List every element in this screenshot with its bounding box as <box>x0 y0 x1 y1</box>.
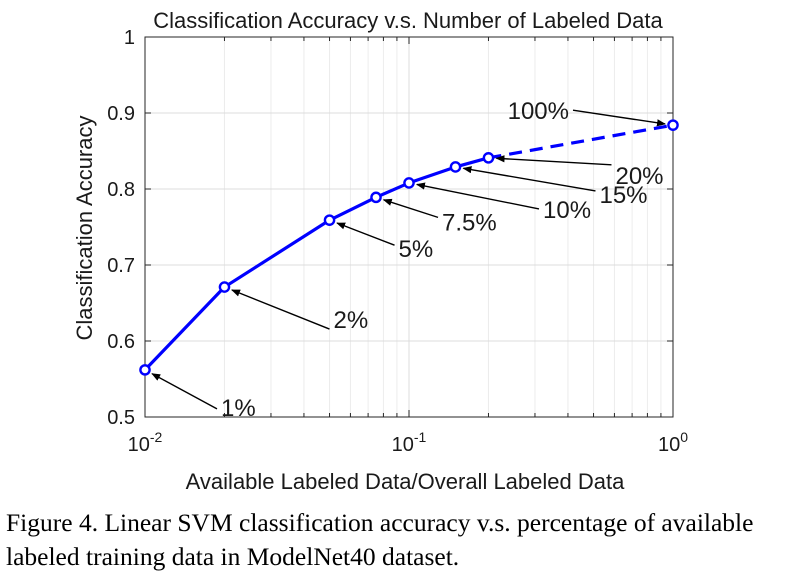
annotations: 1% 2% 5% 7.5% 10% 15%20% 100% <box>151 98 666 422</box>
data-point <box>449 161 462 173</box>
annotation-arrow <box>572 109 666 127</box>
annotation-label: 1% <box>221 395 256 422</box>
accuracy-chart: Classification Accuracy v.s. Number of L… <box>72 8 688 494</box>
y-tick-label: 0.9 <box>107 103 135 125</box>
annotation-label: 7.5% <box>442 209 497 236</box>
annotation-label: 100% <box>508 98 569 125</box>
data-point <box>139 364 151 376</box>
data-point <box>370 191 382 204</box>
y-tick-label: 0.6 <box>107 331 135 353</box>
annotation-arrow <box>382 198 439 219</box>
annotation-label: 5% <box>399 236 434 263</box>
figure-caption: Figure 4. Linear SVM classification accu… <box>6 508 754 571</box>
grid <box>144 36 673 418</box>
annotation-label: 10% <box>543 197 591 224</box>
series <box>139 119 679 376</box>
data-point <box>323 214 336 226</box>
annotation-label: 15% <box>599 182 647 209</box>
y-tick-label: 0.7 <box>107 255 135 277</box>
series-line-solid <box>143 156 489 371</box>
annotation-arrow <box>231 289 330 330</box>
y-axis-label: Classification Accuracy <box>72 116 97 341</box>
y-tick-label: 0.8 <box>107 179 135 201</box>
annotation-arrow <box>415 182 540 210</box>
annotation-label: 20% <box>615 163 663 190</box>
x-tick-label: 10-1 <box>392 429 427 456</box>
x-tick-label: 100 <box>658 429 688 456</box>
y-tick-label: 1 <box>124 27 135 49</box>
annotation-label: 2% <box>333 307 368 334</box>
x-tick-label: 10-2 <box>128 429 163 456</box>
chart-title: Classification Accuracy v.s. Number of L… <box>153 8 663 33</box>
annotation-arrow <box>336 222 395 246</box>
x-axis-label: Available Labeled Data/Overall Labeled D… <box>186 469 625 494</box>
data-point <box>667 119 679 131</box>
annotation-arrow <box>151 373 218 410</box>
data-point <box>482 152 495 164</box>
data-point <box>218 281 231 293</box>
annotation-arrow <box>495 155 612 166</box>
series-line-dashed <box>488 123 674 160</box>
axis-ticks: 0.5 0.6 0.7 0.8 0.9 1 10-2 10-1 100 <box>107 27 688 456</box>
y-tick-label: 0.5 <box>107 407 135 429</box>
annotation-arrow <box>462 166 596 192</box>
data-point <box>403 177 415 189</box>
